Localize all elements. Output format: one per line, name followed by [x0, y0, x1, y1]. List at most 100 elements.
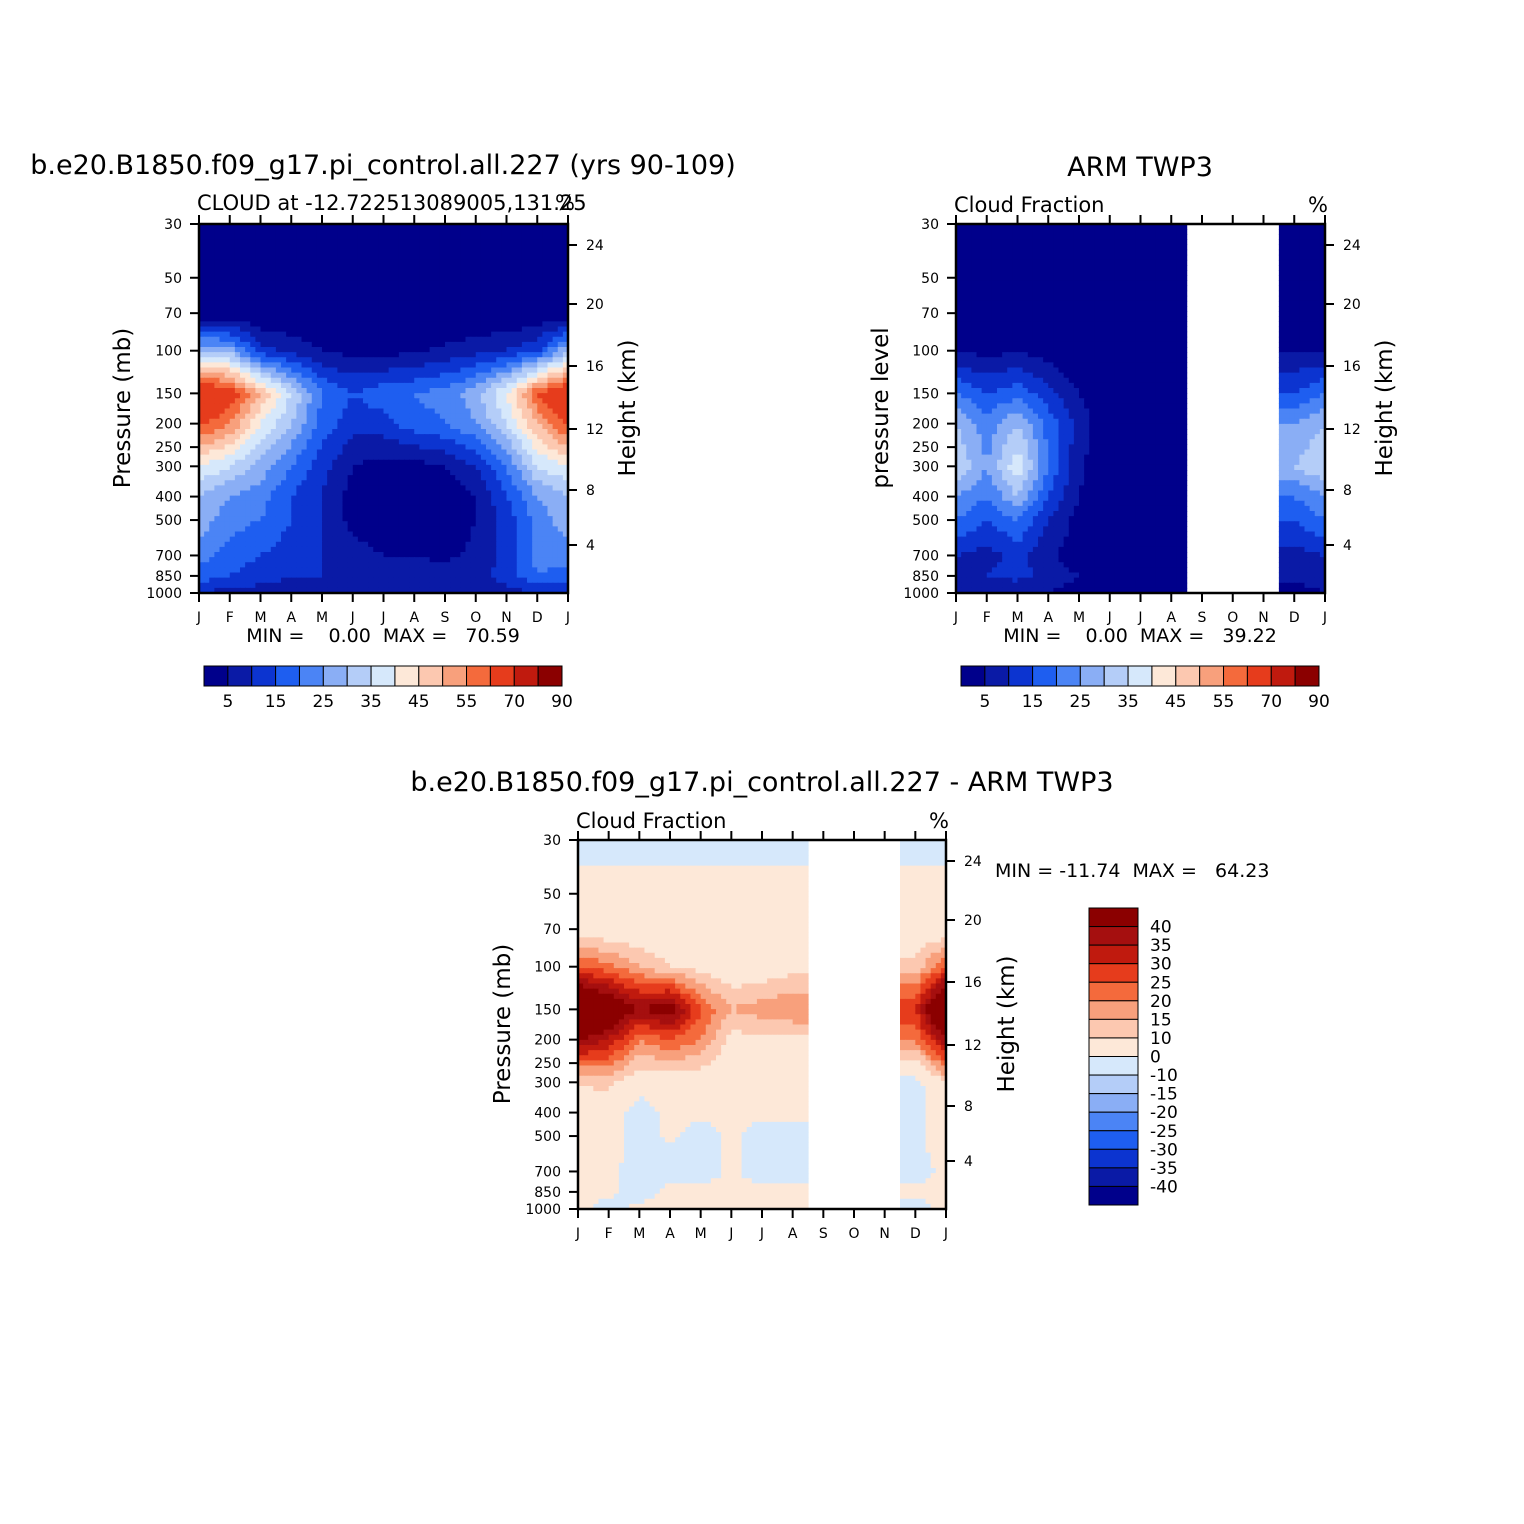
contour-cell	[245, 562, 251, 568]
contour-cell	[516, 290, 523, 297]
contour-cell	[409, 306, 415, 312]
contour-cell	[327, 439, 333, 445]
contour-cell	[506, 352, 513, 358]
contour-cell	[557, 382, 564, 389]
contour-cell	[455, 300, 461, 307]
contour-cell	[209, 295, 215, 302]
contour-cell	[486, 567, 492, 574]
contour-cell	[250, 259, 256, 266]
contour-cell	[404, 408, 410, 415]
contour-cell	[301, 398, 308, 404]
contour-cell	[424, 526, 431, 533]
contour-cell	[342, 275, 349, 281]
contour-cell	[347, 300, 354, 307]
contour-cell	[388, 449, 395, 456]
contour-cell	[214, 475, 221, 481]
contour-cell	[265, 408, 272, 415]
contour-cell	[516, 485, 523, 492]
contour-cell	[388, 516, 395, 522]
contour-cell	[475, 357, 482, 363]
contour-cell	[229, 536, 236, 543]
contour-cell	[537, 377, 543, 384]
contour-cell	[398, 470, 405, 476]
contour-cell	[516, 280, 523, 287]
contour-cell	[491, 372, 497, 379]
contour-cell	[480, 505, 487, 512]
contour-cell	[537, 511, 543, 517]
contour-cell	[527, 516, 533, 522]
contour-cell	[255, 352, 262, 358]
contour-cell	[265, 572, 272, 579]
contour-cell	[398, 521, 405, 527]
contour-cell	[316, 439, 323, 445]
contour-cell	[255, 444, 262, 451]
contour-cell	[363, 531, 369, 538]
contour-cell	[291, 423, 297, 430]
contour-cell	[255, 265, 262, 271]
contour-cell	[234, 541, 241, 548]
contour-cell	[470, 352, 477, 358]
contour-cell	[373, 300, 379, 307]
contour-cell	[224, 347, 231, 353]
contour-cell	[445, 357, 451, 363]
contour-cell	[363, 572, 369, 579]
contour-cell	[486, 485, 492, 492]
contour-cell	[486, 295, 492, 302]
contour-cell	[311, 464, 318, 471]
contour-cell	[337, 311, 344, 317]
contour-cell	[219, 265, 226, 271]
contour-cell	[204, 285, 210, 292]
contour-cell	[491, 403, 497, 410]
contour-cell	[383, 331, 390, 338]
contour-cell	[311, 408, 318, 415]
contour-cell	[357, 362, 364, 369]
contour-cell	[214, 418, 221, 425]
contour-cell	[199, 352, 205, 358]
contour-cell	[219, 444, 226, 451]
contour-cell	[506, 418, 513, 425]
contour-cell	[311, 341, 318, 348]
contour-cell	[286, 311, 292, 317]
contour-cell	[347, 521, 354, 527]
contour-cell	[270, 495, 277, 502]
contour-cell	[388, 254, 395, 261]
contour-cell	[557, 449, 564, 456]
contour-cell	[291, 372, 297, 379]
contour-cell	[306, 352, 313, 358]
contour-cell	[398, 244, 405, 251]
contour-cell	[332, 429, 338, 435]
contour-cell	[270, 275, 277, 281]
contour-cell	[496, 357, 502, 363]
contour-cell	[480, 567, 487, 574]
contour-cell	[439, 244, 446, 251]
contour-cell	[245, 352, 251, 358]
contour-cell	[337, 239, 344, 246]
contour-cell	[322, 444, 328, 451]
contour-cell	[506, 362, 513, 369]
contour-cell	[521, 290, 528, 297]
contour-cell	[419, 259, 426, 266]
contour-cell	[260, 531, 267, 538]
contour-cell	[296, 464, 303, 471]
contour-cell	[450, 321, 456, 328]
contour-cell	[250, 321, 256, 328]
contour-cell	[337, 352, 344, 358]
contour-cell	[404, 511, 410, 517]
contour-cell	[291, 254, 297, 261]
contour-cell	[245, 311, 251, 317]
contour-cell	[450, 408, 456, 415]
contour-cell	[219, 516, 226, 522]
contour-cell	[352, 567, 359, 574]
contour-cell	[470, 270, 477, 276]
contour-cell	[429, 224, 436, 230]
contour-cell	[470, 249, 477, 256]
contour-cell	[363, 454, 369, 461]
contour-cell	[337, 500, 344, 507]
contour-cell	[368, 434, 374, 440]
contour-cell	[393, 259, 400, 266]
contour-cell	[352, 423, 359, 430]
contour-cell	[234, 254, 241, 261]
contour-cell	[240, 275, 246, 281]
contour-cell	[429, 408, 436, 415]
contour-cell	[342, 546, 349, 553]
